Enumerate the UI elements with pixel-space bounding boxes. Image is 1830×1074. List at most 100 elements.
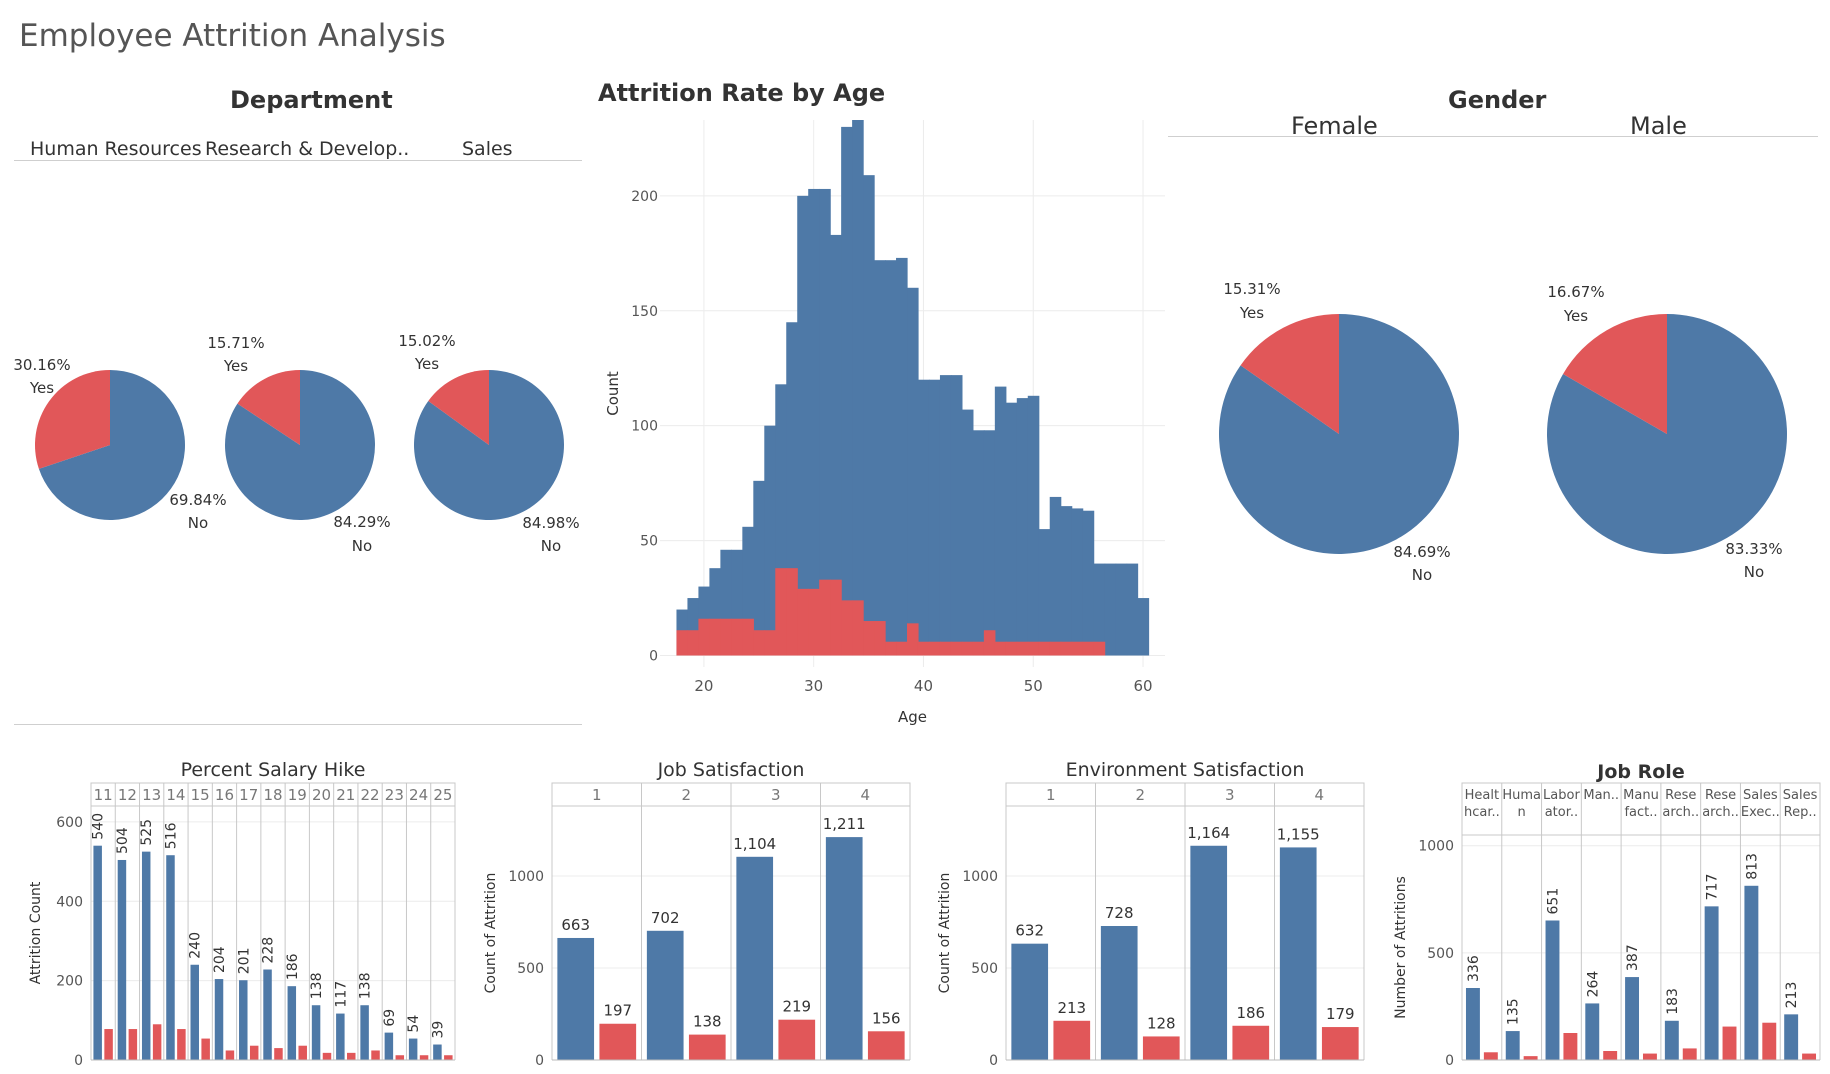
age-bar-no bbox=[852, 120, 864, 656]
environment-satisfaction-y-tick-label: 1000 bbox=[962, 869, 998, 885]
environment-satisfaction-value-label-no: 1,164 bbox=[1187, 824, 1230, 842]
age-bar-no bbox=[1126, 563, 1139, 656]
salary-hike-category-label: 13 bbox=[142, 786, 161, 804]
job-role-bar-yes bbox=[1682, 1048, 1697, 1060]
salary-hike-bar-yes bbox=[104, 1029, 113, 1060]
job-satisfaction-category-label: 1 bbox=[592, 786, 602, 804]
age-bar-yes bbox=[1049, 641, 1062, 656]
salary-hike-category-label: 20 bbox=[312, 786, 331, 804]
age-bar-no bbox=[896, 257, 908, 656]
salary-hike-category-label: 19 bbox=[288, 786, 307, 804]
department-pie-1-no-percent: 69.84% bbox=[169, 491, 226, 509]
salary-hike-value-label-no: 525 bbox=[139, 819, 155, 846]
job-satisfaction-value-label-yes: 219 bbox=[782, 998, 811, 1016]
job-role-bar-no bbox=[1784, 1014, 1799, 1060]
job-role-bar-no bbox=[1545, 920, 1560, 1060]
salary-hike-y-tick-label: 600 bbox=[56, 815, 83, 831]
salary-hike-category-label: 21 bbox=[336, 786, 355, 804]
age-bar-no bbox=[841, 126, 853, 656]
age-bar-yes bbox=[1060, 641, 1073, 656]
job-role-bar-yes bbox=[1802, 1053, 1817, 1060]
job-satisfaction-bar-yes bbox=[599, 1023, 637, 1060]
age-bar-yes bbox=[1027, 641, 1040, 656]
salary-hike-bar-no bbox=[117, 859, 127, 1060]
department-title: Department bbox=[230, 86, 393, 114]
salary-hike-bar-no bbox=[166, 855, 175, 1060]
age-bar-yes bbox=[808, 588, 820, 656]
department-bottom-rule bbox=[14, 724, 582, 725]
job-satisfaction-title: Job Satisfaction bbox=[657, 759, 805, 781]
environment-satisfaction-title: Environment Satisfaction bbox=[1066, 759, 1305, 781]
job-satisfaction-bar-no bbox=[736, 856, 774, 1060]
salary-hike-bar-yes bbox=[322, 1052, 332, 1060]
job-role-category-label-line2: n bbox=[1518, 805, 1526, 820]
age-bar-yes bbox=[994, 641, 1007, 656]
job-satisfaction-bar-yes bbox=[778, 1019, 816, 1060]
job-role-bar-yes bbox=[1523, 1056, 1538, 1060]
salary-hike-value-label-no: 204 bbox=[212, 946, 228, 973]
environment-satisfaction-value-label-yes: 213 bbox=[1057, 999, 1086, 1017]
age-bar-yes bbox=[687, 630, 700, 656]
age-bar-yes bbox=[720, 618, 732, 656]
job-role-value-label-no: 813 bbox=[1744, 853, 1760, 880]
job-satisfaction-y-axis-label: Count of Attrition bbox=[483, 873, 499, 994]
environment-satisfaction-y-axis-label: Count of Attrition bbox=[937, 873, 953, 994]
age-bar-yes bbox=[742, 618, 754, 656]
job-role-bar-no bbox=[1744, 885, 1759, 1060]
salary-hike-bar-yes bbox=[371, 1050, 380, 1060]
job-role-bar-yes bbox=[1722, 1026, 1737, 1060]
age-bar-no bbox=[797, 195, 809, 656]
gender-pie-1-yes-percent: 15.31% bbox=[1223, 280, 1280, 298]
age-bar-no bbox=[1016, 398, 1029, 656]
job-role-category-label-line2: ator.. bbox=[1545, 805, 1578, 820]
department-pie-2-yes-label: Yes bbox=[223, 357, 248, 375]
salary-hike-title: Percent Salary Hike bbox=[181, 759, 366, 781]
age-bar-no bbox=[830, 234, 842, 656]
age-bar-yes bbox=[1082, 641, 1095, 656]
job-satisfaction-y-tick-label: 0 bbox=[535, 1053, 544, 1069]
salary-hike-value-label-no: 186 bbox=[285, 953, 301, 980]
gender-pie-2-no-percent: 83.33% bbox=[1725, 540, 1782, 558]
gender-header-rule bbox=[1168, 136, 1818, 137]
salary-hike-value-label-no: 504 bbox=[115, 827, 131, 854]
gender-pie-1-no-label: No bbox=[1412, 566, 1432, 584]
job-role-value-label-no: 264 bbox=[1585, 971, 1601, 998]
age-bar-yes bbox=[972, 641, 985, 656]
age-histogram: 0 50 100 150 200 20 30 40 50 60 Age Count bbox=[604, 120, 1165, 726]
age-bar-no bbox=[1104, 563, 1117, 656]
job-role-value-label-no: 183 bbox=[1665, 988, 1681, 1015]
job-role-category-label: Sales bbox=[1783, 788, 1818, 803]
gender-label-male: Male bbox=[1630, 112, 1687, 140]
job-role-value-label-no: 651 bbox=[1545, 888, 1561, 915]
job-satisfaction-y-tick-label: 1000 bbox=[508, 869, 544, 885]
salary-hike-bar-yes bbox=[249, 1045, 259, 1060]
salary-hike-bar-yes bbox=[177, 1029, 186, 1060]
environment-satisfaction-value-label-yes: 186 bbox=[1236, 1004, 1265, 1022]
age-bar-yes bbox=[950, 641, 963, 656]
age-bar-yes bbox=[917, 641, 930, 656]
age-bar-no bbox=[1049, 496, 1062, 656]
age-bar-yes bbox=[830, 579, 842, 656]
age-bar-yes bbox=[698, 618, 711, 656]
age-bar-yes bbox=[928, 641, 941, 656]
salary-hike-bar-yes bbox=[274, 1048, 283, 1060]
job-role-category-label: Manu bbox=[1623, 788, 1659, 803]
salary-hike-value-label-no: 516 bbox=[163, 822, 179, 849]
salary-hike-value-label-no: 138 bbox=[358, 972, 374, 999]
job-satisfaction-value-label-yes: 138 bbox=[693, 1013, 722, 1031]
environment-satisfaction-bar-yes bbox=[1053, 1020, 1091, 1060]
job-role-title: Job Role bbox=[1595, 761, 1684, 783]
environment-satisfaction-bar-no bbox=[1011, 943, 1049, 1060]
job-role-category-label: Rese bbox=[1705, 788, 1736, 803]
salary-hike-category-label: 11 bbox=[94, 786, 113, 804]
salary-hike-bar-no bbox=[384, 1032, 394, 1060]
salary-hike-category-label: 23 bbox=[385, 786, 404, 804]
age-bar-yes bbox=[819, 579, 831, 656]
gender-pie-2-yes-slice bbox=[1563, 314, 1667, 434]
gender-pie-2-yes-percent: 16.67% bbox=[1547, 283, 1604, 301]
salary-hike-bar-yes bbox=[347, 1052, 356, 1060]
department-pie-3-yes-percent: 15.02% bbox=[398, 332, 455, 350]
environment-satisfaction-category-label: 3 bbox=[1225, 786, 1235, 804]
age-bar-yes bbox=[885, 641, 897, 656]
